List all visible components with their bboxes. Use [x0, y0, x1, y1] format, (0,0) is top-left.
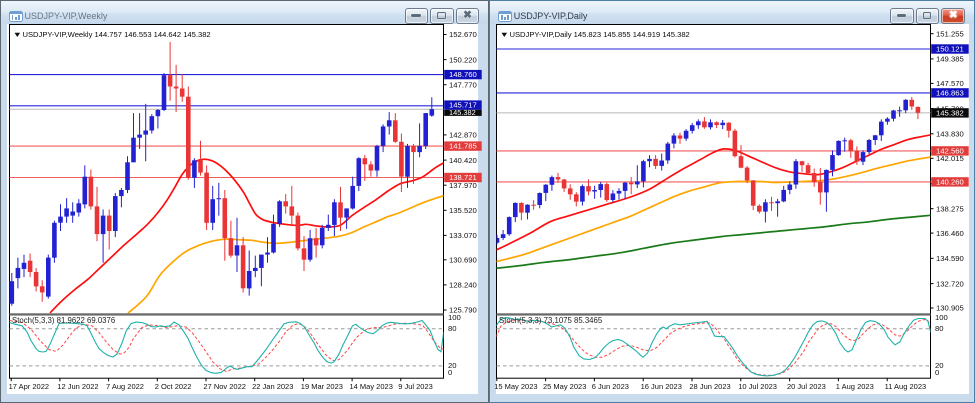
svg-text:145.382: 145.382	[936, 108, 964, 117]
svg-text:152.670: 152.670	[449, 30, 477, 39]
svg-text:9 Jul 2023: 9 Jul 2023	[398, 382, 433, 391]
svg-text:140.420: 140.420	[449, 156, 477, 165]
svg-text:145.717: 145.717	[449, 101, 477, 110]
svg-text:USDJPY-VIP,Weekly 144.757 146: USDJPY-VIP,Weekly 144.757 146.553 144.64…	[23, 30, 211, 39]
svg-text:80: 80	[935, 324, 944, 333]
svg-text:17 Apr 2022: 17 Apr 2022	[9, 382, 49, 391]
svg-text:148.760: 148.760	[449, 70, 477, 79]
svg-text:1 Aug 2023: 1 Aug 2023	[836, 382, 874, 391]
svg-text:6 Jun 2023: 6 Jun 2023	[592, 382, 629, 391]
svg-text:133.070: 133.070	[449, 231, 477, 240]
svg-text:19 Mar 2023: 19 Mar 2023	[301, 382, 343, 391]
svg-text:146.863: 146.863	[936, 88, 964, 97]
svg-text:0: 0	[935, 368, 939, 377]
svg-text:147.570: 147.570	[936, 79, 964, 88]
svg-text:2 Oct 2022: 2 Oct 2022	[155, 382, 192, 391]
svg-text:20: 20	[935, 361, 944, 370]
svg-text:15 May 2023: 15 May 2023	[494, 382, 537, 391]
svg-text:145.382: 145.382	[449, 108, 476, 117]
svg-text:130.690: 130.690	[449, 256, 477, 265]
svg-text:138.275: 138.275	[936, 204, 964, 213]
svg-text:125.790: 125.790	[449, 306, 477, 315]
svg-text:150.220: 150.220	[449, 55, 477, 64]
svg-text:150.121: 150.121	[936, 45, 964, 54]
svg-text:130.905: 130.905	[936, 304, 964, 313]
svg-text:140.260: 140.260	[936, 177, 964, 186]
svg-text:22 Jan 2023: 22 Jan 2023	[252, 382, 293, 391]
svg-text:100: 100	[448, 313, 461, 322]
svg-text:100: 100	[935, 313, 948, 322]
svg-text:149.385: 149.385	[936, 55, 964, 64]
svg-text:16 Jun 2023: 16 Jun 2023	[641, 382, 682, 391]
svg-text:10 Jul 2023: 10 Jul 2023	[738, 382, 777, 391]
svg-text:USDJPY-VIP,Daily 145.823 145.: USDJPY-VIP,Daily 145.823 145.855 144.919…	[510, 30, 690, 39]
svg-text:27 Nov 2022: 27 Nov 2022	[203, 382, 246, 391]
svg-text:0: 0	[448, 368, 452, 377]
svg-text:141.785: 141.785	[449, 142, 477, 151]
svg-text:80: 80	[448, 324, 457, 333]
svg-text:11 Aug 2023: 11 Aug 2023	[885, 382, 927, 391]
svg-text:138.721: 138.721	[449, 173, 477, 182]
svg-text:28 Jun 2023: 28 Jun 2023	[689, 382, 730, 391]
svg-text:20: 20	[448, 361, 457, 370]
svg-text:134.590: 134.590	[936, 254, 964, 263]
svg-text:132.720: 132.720	[936, 279, 964, 288]
svg-text:137.970: 137.970	[449, 181, 477, 190]
svg-text:20 Jul 2023: 20 Jul 2023	[787, 382, 826, 391]
svg-text:147.770: 147.770	[449, 80, 477, 89]
svg-text:7 Aug 2022: 7 Aug 2022	[106, 382, 144, 391]
svg-text:Stoch(5,3,3) 73.1075 85.3465: Stoch(5,3,3) 73.1075 85.3465	[499, 316, 603, 325]
svg-text:143.830: 143.830	[936, 130, 964, 139]
svg-text:142.015: 142.015	[936, 154, 964, 163]
svg-text:142.560: 142.560	[936, 146, 964, 155]
svg-text:128.240: 128.240	[449, 281, 477, 290]
svg-text:136.460: 136.460	[936, 229, 964, 238]
svg-text:151.255: 151.255	[936, 29, 964, 38]
svg-text:14 May 2023: 14 May 2023	[350, 382, 393, 391]
svg-text:Stoch(5,3,3) 81.9622 69.0376: Stoch(5,3,3) 81.9622 69.0376	[12, 316, 115, 325]
svg-text:135.520: 135.520	[449, 206, 477, 215]
svg-text:142.870: 142.870	[449, 131, 477, 140]
svg-text:12 Jun 2022: 12 Jun 2022	[57, 382, 98, 391]
svg-text:25 May 2023: 25 May 2023	[543, 382, 586, 391]
